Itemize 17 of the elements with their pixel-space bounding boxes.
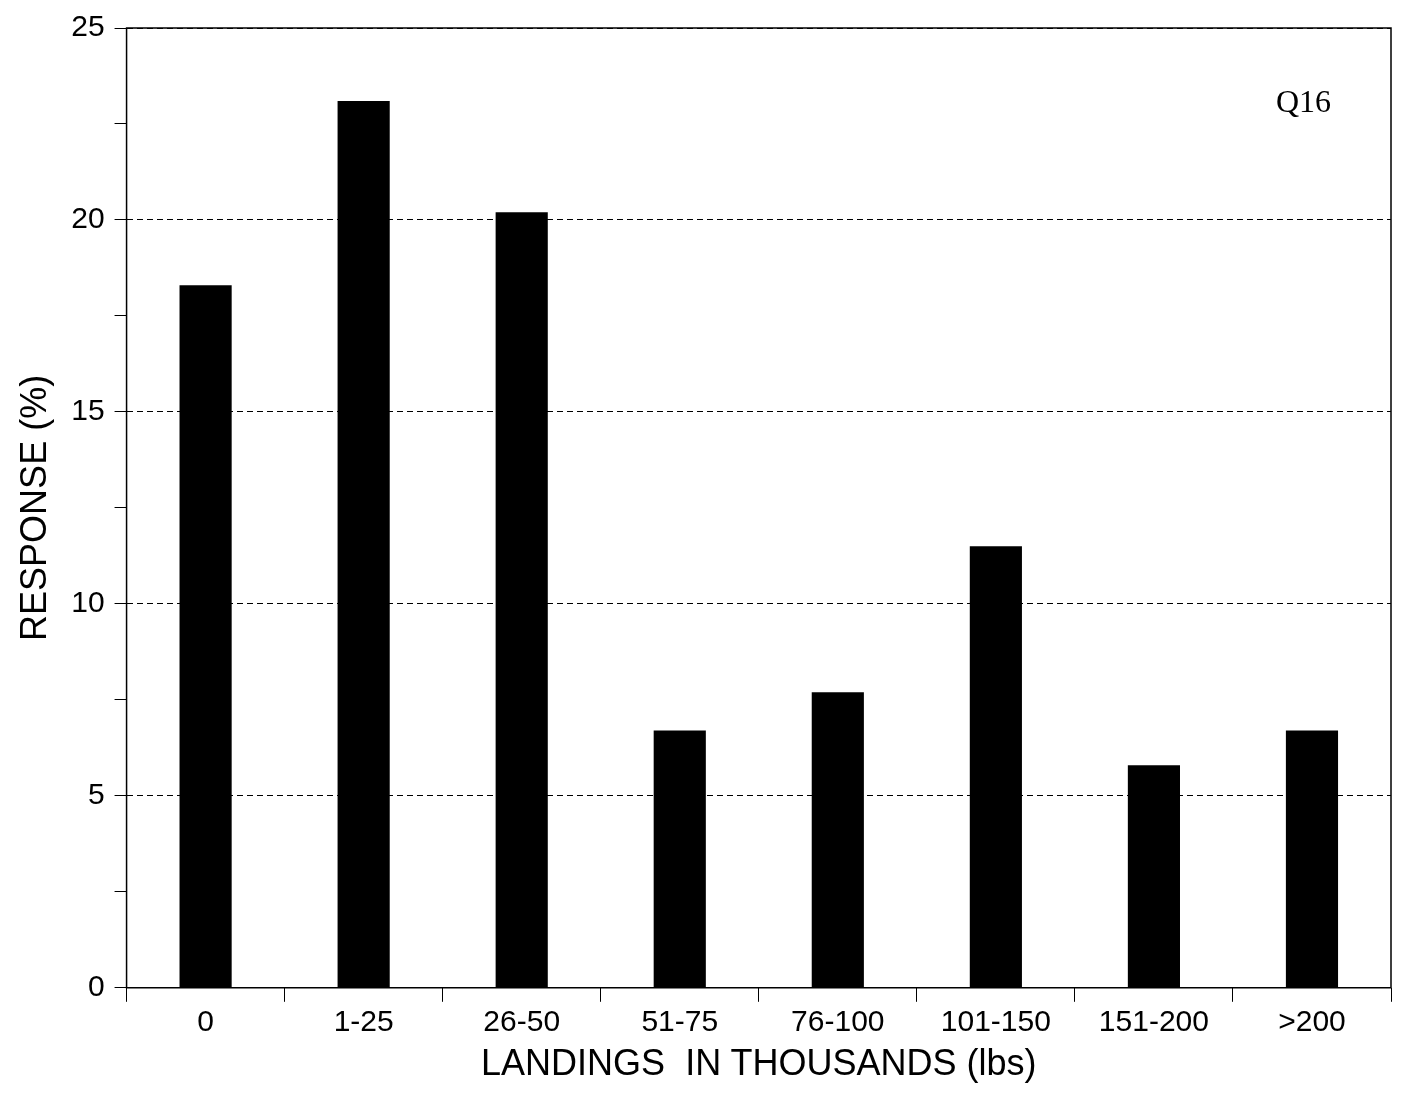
x-tick-label: 26-50 [483, 1004, 561, 1038]
y-tick-label: 5 [87, 777, 105, 811]
y-tick-label: 15 [71, 393, 105, 427]
y-tick-label: 10 [71, 585, 105, 619]
y-axis-title: RESPONSE (%) [12, 374, 54, 641]
x-tick-label: 1-25 [333, 1004, 394, 1038]
y-tick-label: 0 [87, 969, 105, 1003]
x-axis-title: LANDINGS IN THOUSANDS (lbs) [481, 1042, 1037, 1084]
x-tick-label: 76-100 [791, 1004, 885, 1038]
x-tick-label: 151-200 [1098, 1004, 1209, 1038]
annotation: Q16 [1275, 83, 1331, 120]
x-tick-label: >200 [1278, 1004, 1346, 1038]
x-tick-label: 51-75 [641, 1004, 719, 1038]
y-tick-label: 20 [71, 201, 105, 235]
y-tick-label: 25 [71, 9, 105, 43]
x-tick-label: 101-150 [940, 1004, 1051, 1038]
x-tick-label: 0 [197, 1004, 214, 1038]
